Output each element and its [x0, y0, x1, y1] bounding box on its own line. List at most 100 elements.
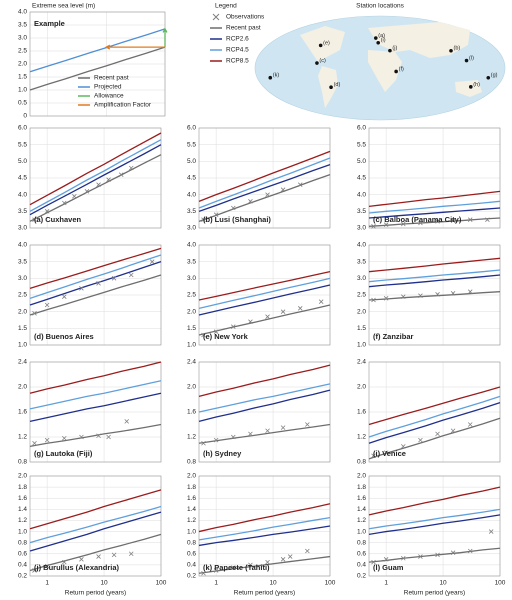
- y-tick-label: 1.8: [187, 484, 196, 491]
- legend-label: RCP2.6: [226, 36, 249, 43]
- series-line: [29, 132, 162, 206]
- x-tick-label: 10: [269, 580, 277, 587]
- series-line: [198, 157, 331, 209]
- y-tick-label: 4.0: [18, 9, 27, 16]
- series-line: [29, 361, 162, 394]
- station-dot: [315, 61, 319, 65]
- land: [368, 50, 402, 92]
- station-label: (f): [399, 66, 404, 72]
- station-dot: [268, 75, 273, 80]
- y-tick-label: 5.0: [357, 158, 366, 165]
- series-line: [198, 150, 331, 202]
- series-line: [198, 364, 331, 398]
- station-label: (c): [319, 58, 326, 64]
- station-dot: [376, 40, 381, 45]
- y-tick-label: 0.4: [357, 562, 366, 569]
- y-tick-label: 5.5: [187, 141, 196, 148]
- y-tick-label: 2.0: [18, 308, 27, 315]
- y-tick-label: 1.6: [187, 495, 196, 502]
- series-line: [29, 254, 162, 299]
- series-line: [198, 277, 331, 309]
- station-label: (g): [491, 73, 498, 79]
- frame: [368, 361, 501, 463]
- y-tick-label: 3.0: [187, 275, 196, 282]
- legend-label: RCP8.5: [226, 58, 249, 65]
- observations: [371, 289, 473, 303]
- y-tick-label: 1.2: [357, 517, 366, 524]
- panel-title: (j) Burullus (Alexandria): [34, 563, 120, 572]
- series-line: [198, 174, 331, 222]
- series-line: [29, 46, 166, 91]
- y-tick-label: 0.8: [18, 459, 27, 466]
- series-line: [368, 508, 501, 530]
- panel: 0.2 0.4 0.6 0.8 1.0 1.2 1.4 1.6 1.8 2.0 1 10 100 (k) …: [187, 473, 336, 597]
- series-line: [198, 525, 331, 547]
- y-tick-label: 2.4: [18, 359, 27, 366]
- y-tick-label: 2.0: [357, 473, 366, 480]
- arrow: [162, 27, 168, 48]
- series-line: [29, 274, 162, 316]
- panel: 1.0 1.5 2.0 2.5 3.0 3.5 4.0 (f) Zanzibar: [357, 242, 501, 349]
- observations: [32, 419, 130, 446]
- observations: [201, 422, 310, 446]
- series-line: [198, 389, 331, 423]
- y-tick-label: 3.5: [18, 208, 27, 215]
- panel: 1.0 1.5 2.0 2.5 3.0 3.5 4.0 (d) Buenos Aires: [18, 242, 162, 349]
- series-line: [368, 386, 501, 426]
- x-tick-label: 1: [214, 580, 218, 587]
- y-tick-label: 5.5: [357, 141, 366, 148]
- series-line: [368, 200, 501, 214]
- y-tick-label: 1.2: [357, 434, 366, 441]
- y-tick-label: 1.2: [187, 517, 196, 524]
- panel-title: (a) Cuxhaven: [34, 215, 82, 224]
- y-tick-label: 1.2: [18, 517, 27, 524]
- y-tick-label: 1.2: [18, 434, 27, 441]
- frame: [29, 11, 166, 117]
- station-label: (b): [454, 46, 461, 52]
- observations: [371, 217, 490, 229]
- y-tick-label: 3.5: [18, 22, 27, 29]
- frame: [368, 244, 501, 346]
- series-line: [29, 380, 162, 410]
- y-tick-label: 1.6: [357, 495, 366, 502]
- panel-title: (k) Papeete (Tahiti): [203, 563, 270, 572]
- y-tick-label: 0.6: [18, 550, 27, 557]
- y-tick-label: 0.8: [18, 539, 27, 546]
- y-tick-label: 1.8: [18, 484, 27, 491]
- station-label: (h): [473, 82, 480, 88]
- panel: 0.8 1.2 1.6 2.0 2.4 (g) Lautoka (Fiji): [18, 359, 162, 466]
- y-tick-label: 0.4: [18, 562, 27, 569]
- observations: [201, 299, 324, 338]
- series-line: [29, 489, 162, 530]
- y-tick-label: 3.5: [357, 208, 366, 215]
- y-tick-label: 1.6: [187, 409, 196, 416]
- y-tick-label: 0: [23, 113, 27, 120]
- station-dot: [318, 43, 323, 48]
- y-tick-label: 4.0: [357, 191, 366, 198]
- frame: [29, 244, 162, 346]
- frame: [198, 127, 331, 229]
- y-tick-label: 0.4: [187, 562, 196, 569]
- station-label: (d): [334, 82, 341, 88]
- observations: [201, 182, 303, 222]
- y-tick-label: 3.0: [357, 225, 366, 232]
- series-line: [29, 154, 162, 222]
- observations: [201, 548, 310, 576]
- frame: [368, 127, 501, 229]
- x-axis-label: Return period (years): [234, 590, 295, 597]
- series-line: [368, 547, 501, 563]
- series-line: [368, 257, 501, 273]
- legend-label: Recent past: [226, 25, 261, 32]
- legend-label: Recent past: [94, 75, 129, 82]
- panel-title: (b) Lusi (Shanghai): [203, 215, 271, 224]
- y-tick-label: 2.0: [187, 473, 196, 480]
- series-line: [198, 555, 331, 574]
- panel-title: (h) Sydney: [203, 449, 242, 458]
- panel: 0 0.5 1.0 1.5 2.0 2.5 3.0 3.5 4.0 Example Extreme …: [18, 3, 168, 120]
- y-tick-label: 4.5: [18, 175, 27, 182]
- series-line: [29, 247, 162, 289]
- x-tick-label: 10: [439, 580, 447, 587]
- series-line: [198, 517, 331, 541]
- y-tick-label: 1.5: [357, 325, 366, 332]
